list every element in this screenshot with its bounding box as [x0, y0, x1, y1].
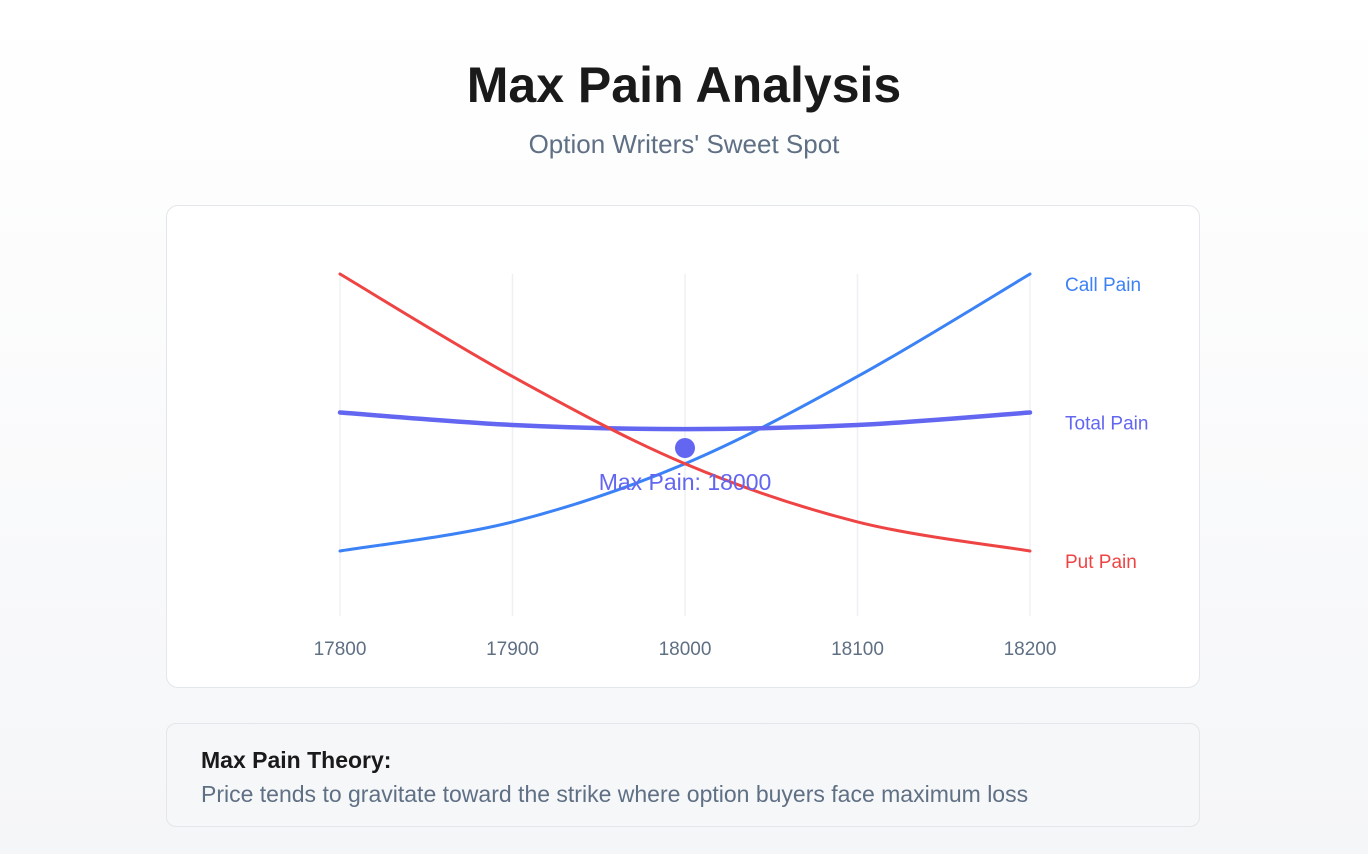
x-tick-label: 17800 — [314, 639, 367, 660]
info-text: Price tends to gravitate toward the stri… — [201, 781, 1029, 807]
info-heading: Max Pain Theory: — [201, 747, 392, 773]
x-tick-label: 17900 — [486, 639, 539, 660]
info-card: Max Pain Theory: Price tends to gravitat… — [166, 723, 1200, 827]
put-pain-line — [338, 272, 1032, 553]
x-tick-label: 18200 — [1004, 639, 1057, 660]
put-pain-legend-label: Put Pain — [1065, 552, 1137, 573]
x-tick-label: 18100 — [831, 639, 884, 660]
page-subtitle: Option Writers' Sweet Spot — [528, 129, 840, 159]
total-pain-line — [337, 410, 1033, 432]
max-pain-chart: 17800 17900 18000 18100 18200 Call Pain Total … — [314, 272, 1148, 660]
call-pain-legend-label: Call Pain — [1065, 275, 1141, 296]
chart-card: 17800 17900 18000 18100 18200 Call Pain Total … — [166, 205, 1200, 688]
max-pain-marker — [675, 438, 695, 458]
total-pain-legend-label: Total Pain — [1065, 414, 1148, 435]
max-pain-label: Max Pain: 18000 — [599, 469, 772, 495]
page-title: Max Pain Analysis — [466, 57, 902, 113]
x-tick-label: 18000 — [659, 639, 712, 660]
